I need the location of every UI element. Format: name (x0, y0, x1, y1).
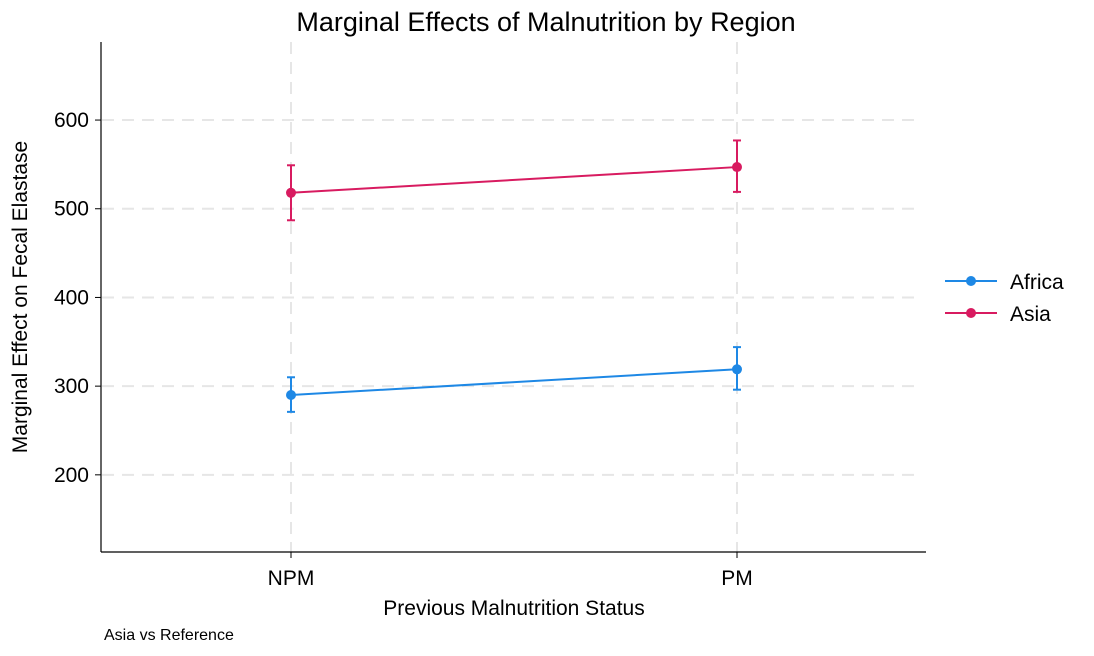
y-tick-label: 200 (54, 464, 89, 487)
x-tick-label: PM (721, 567, 753, 590)
x-tick-label: NPM (268, 567, 315, 590)
chart-title: Marginal Effects of Malnutrition by Regi… (296, 7, 795, 37)
y-tick-label: 600 (54, 109, 89, 132)
y-tick-label: 500 (54, 198, 89, 221)
legend-asia-label: Asia (1010, 303, 1051, 326)
asia-point (286, 187, 296, 198)
legend: Africa Asia (945, 271, 1064, 326)
series-group (286, 139, 742, 413)
grid (102, 42, 920, 552)
chart-note: Asia vs Reference (104, 627, 234, 644)
y-tick-label: 400 (54, 286, 89, 309)
legend-asia-marker (966, 308, 976, 318)
asia-point (732, 162, 742, 173)
africa-point (732, 364, 742, 375)
x-axis-title: Previous Malnutrition Status (383, 597, 644, 620)
legend-africa-marker (966, 276, 976, 286)
y-axis-title: Marginal Effect on Fecal Elastase (9, 141, 32, 453)
ticks: 200 300 400 500 600 NPM PM (54, 109, 753, 590)
y-tick-label: 300 (54, 375, 89, 398)
legend-africa-label: Africa (1010, 271, 1064, 294)
africa-line (290, 368, 738, 397)
asia-line (290, 166, 738, 194)
africa-point (286, 390, 296, 401)
